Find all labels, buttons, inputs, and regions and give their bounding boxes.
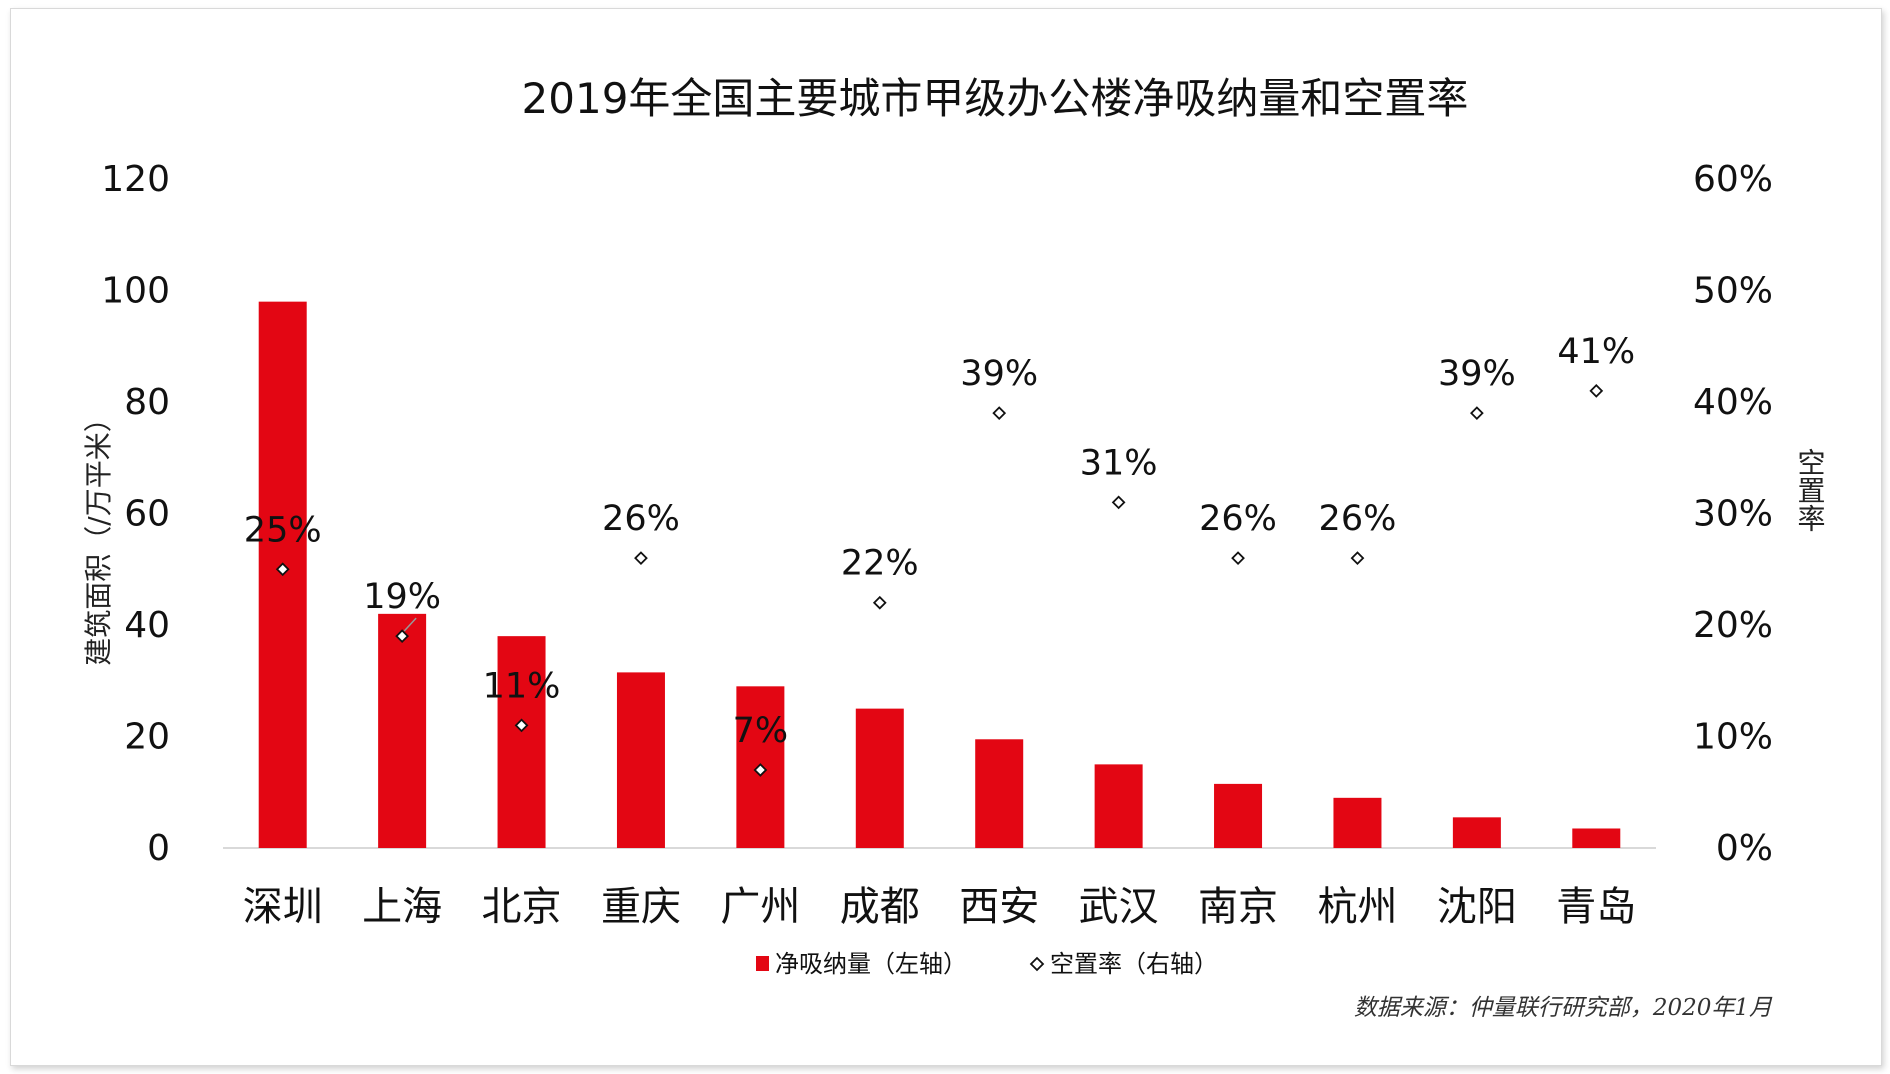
left-axis-tick: 20 [124,717,170,758]
bar [975,739,1024,848]
vacancy-label: 7% [733,711,789,751]
legend: 净吸纳量（左轴） 空置率（右轴） [756,950,1218,978]
left-axis-tick: 60 [124,494,170,535]
vacancy-marker [514,718,529,733]
right-axis-tick: 20% [1693,605,1773,646]
vacancy-label: 19% [363,577,441,617]
source-note: 数据来源：仲量联行研究部，2020年1月 [1354,995,1773,1021]
left-axis-tick: 40 [124,605,170,646]
bar [378,613,427,848]
chart-title: 2019年全国主要城市甲级办公楼净吸纳量和空置率 [522,74,1469,123]
legend-scatter-label: 空置率（右轴） [1050,950,1218,978]
category-label: 上海 [362,884,442,930]
category-label: 北京 [482,884,562,930]
vacancy-markers [275,383,1604,777]
bar [1094,764,1143,848]
left-axis-tick: 120 [101,159,170,200]
vacancy-marker [1470,406,1484,421]
bar [1333,797,1382,848]
bar-series [258,301,1621,848]
right-axis-tick: 30% [1693,494,1773,535]
category-label: 南京 [1198,884,1278,930]
vacancy-labels: 25% 19% 11% 26% 7% 22% 39% 31% 26% 26% 39% 41% [244,332,1635,751]
category-label: 沈阳 [1437,884,1517,930]
bar [1452,817,1501,848]
leader-line [403,617,417,632]
vacancy-label: 26% [1319,499,1397,539]
category-label: 杭州 [1317,884,1397,930]
leader-lines [403,617,417,632]
vacancy-marker [753,763,768,777]
category-label: 成都 [840,884,920,930]
left-axis-label: 建筑面积（/万平米） [82,404,115,665]
bar [1572,828,1621,848]
right-axis-tick: 0% [1716,828,1773,869]
bar [497,636,546,848]
right-axis-tick: 60% [1693,159,1773,200]
category-label: 青岛 [1556,884,1636,930]
bar [855,708,904,848]
vacancy-label: 31% [1080,443,1158,483]
vacancy-marker [992,406,1007,421]
vacancy-label: 41% [1557,332,1635,372]
vacancy-label: 26% [1199,499,1277,539]
bar [616,672,665,848]
vacancy-marker [872,595,887,610]
right-axis-label: 空置率 [1794,448,1827,532]
vacancy-marker [1231,551,1245,565]
category-labels: 深圳 上海 北京 重庆 广州 成都 西安 武汉 南京 杭州 沈阳 青岛 [243,884,1637,930]
vacancy-marker [395,629,409,644]
chart-frame [10,8,1882,1066]
right-axis-ticks: 0% 10% 20% 30% 40% 50% 60% [1693,159,1773,869]
left-axis-tick: 0 [147,828,170,869]
vacancy-label: 11% [483,666,561,706]
bar [1214,783,1263,848]
vacancy-marker [1589,383,1604,398]
vacancy-marker [1350,551,1365,565]
category-label: 西安 [959,884,1039,930]
vacancy-marker [634,551,648,565]
right-axis-tick: 10% [1693,717,1773,758]
legend-bar-label: 净吸纳量（左轴） [775,950,967,978]
left-axis-tick: 80 [124,382,170,423]
legend-bar-swatch [756,956,769,971]
vacancy-marker [275,562,290,577]
vacancy-label: 39% [960,354,1038,394]
left-axis-tick: 100 [101,271,170,312]
right-axis-tick: 40% [1693,382,1773,423]
vacancy-label: 39% [1438,354,1516,394]
vacancy-label: 26% [602,499,680,539]
vacancy-label: 22% [841,544,919,584]
category-label: 武汉 [1079,884,1159,930]
left-axis-ticks: 0 20 40 60 80 100 120 [101,159,170,869]
category-label: 重庆 [601,884,681,930]
category-label: 广州 [720,884,800,930]
vacancy-marker [1111,495,1126,510]
legend-diamond-swatch [1029,956,1045,972]
right-axis-tick: 50% [1693,271,1773,312]
category-label: 深圳 [243,884,323,930]
vacancy-label: 25% [244,510,322,550]
